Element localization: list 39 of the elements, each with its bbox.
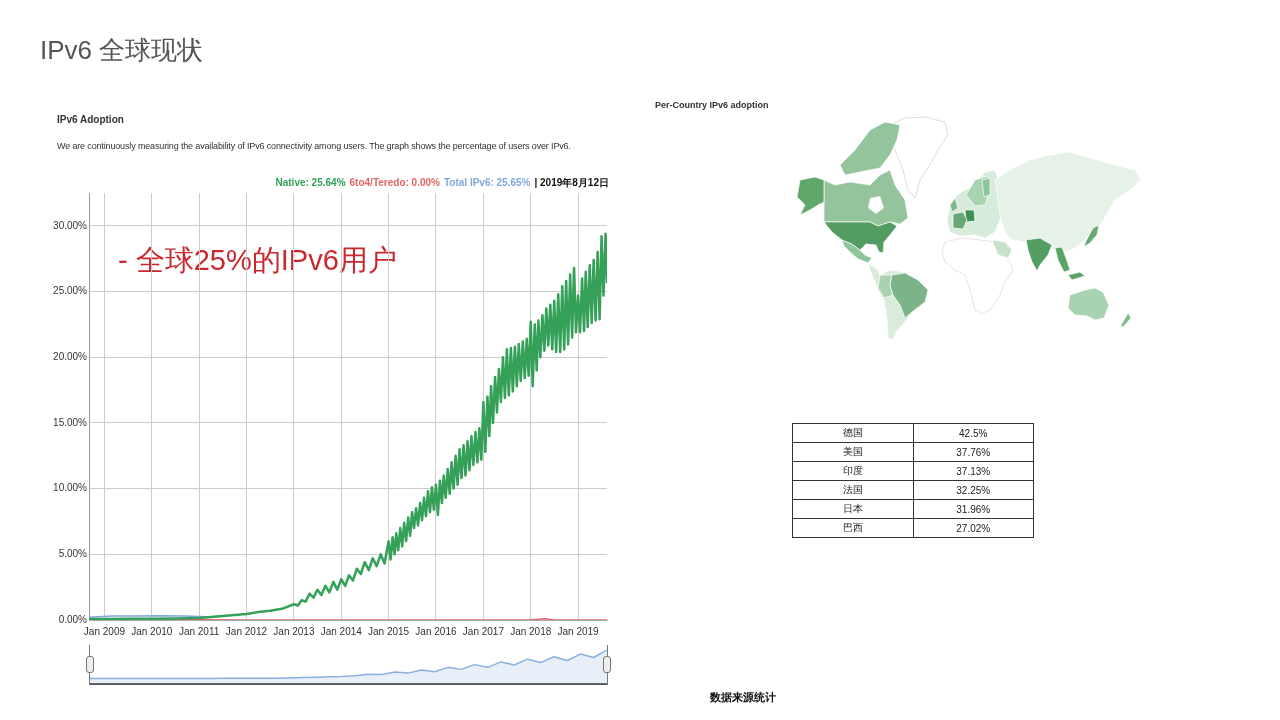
category-label: 法国 — [792, 480, 913, 500]
x-tick-label: Jan 2009 — [83, 625, 126, 637]
y-tick-label: 15.00% — [53, 416, 88, 428]
chart-title: IPv6 Adoption — [57, 114, 124, 125]
x-tick-label: Jan 2012 — [225, 625, 268, 637]
x-tick-label: Jan 2015 — [368, 625, 410, 637]
data-label: 31.96% — [913, 499, 1034, 519]
text: Total IPv6: 25.65% — [443, 177, 531, 188]
data-label: 42.5% — [913, 423, 1034, 443]
x-tick-label: Jan 2018 — [510, 625, 552, 637]
x-tick-label: Jan 2019 — [557, 625, 600, 637]
x-tick-label: Jan 2017 — [462, 625, 505, 637]
x-tick-label: Jan 2013 — [273, 625, 315, 637]
y-tick-label: 25.00% — [53, 285, 88, 297]
text: IPv6 全球现状 — [40, 34, 204, 67]
category-label: 印度 — [792, 461, 913, 481]
text: Per-Country IPv6 adoption — [655, 100, 769, 110]
data-label: 27.02% — [913, 518, 1034, 538]
y-tick-label: 20.00% — [53, 350, 88, 362]
category-label: 美国 — [792, 442, 913, 462]
category-label: 日本 — [792, 499, 913, 519]
y-tick-label: 10.00% — [53, 482, 88, 494]
chart-subtitle: We are continuously measuring the availability of IPv6 connectivity among users. The graph shows the percentage of users over IPv6. — [57, 140, 572, 152]
x-tick-label: Jan 2016 — [415, 625, 457, 637]
data-label: 37.76% — [913, 442, 1034, 462]
y-tick-label: 0.00% — [58, 613, 88, 625]
x-tick-label: Jan 2010 — [131, 625, 173, 637]
data-label: 32.25% — [913, 480, 1034, 500]
x-tick-label: Jan 2011 — [178, 625, 220, 637]
text: Native: 25.64% — [275, 177, 346, 188]
text: 6to4/Teredo: 0.00% — [349, 177, 440, 188]
data-label: 37.13% — [913, 461, 1034, 481]
text: | 2019年8月12日 — [534, 177, 609, 188]
y-tick-label: 30.00% — [53, 219, 88, 231]
y-tick-label: 5.00% — [58, 548, 88, 560]
category-label: 德国 — [792, 423, 913, 443]
category-label: 巴西 — [792, 518, 913, 538]
x-tick-label: Jan 2014 — [320, 625, 363, 637]
text: 数据来源统计 — [710, 690, 776, 705]
